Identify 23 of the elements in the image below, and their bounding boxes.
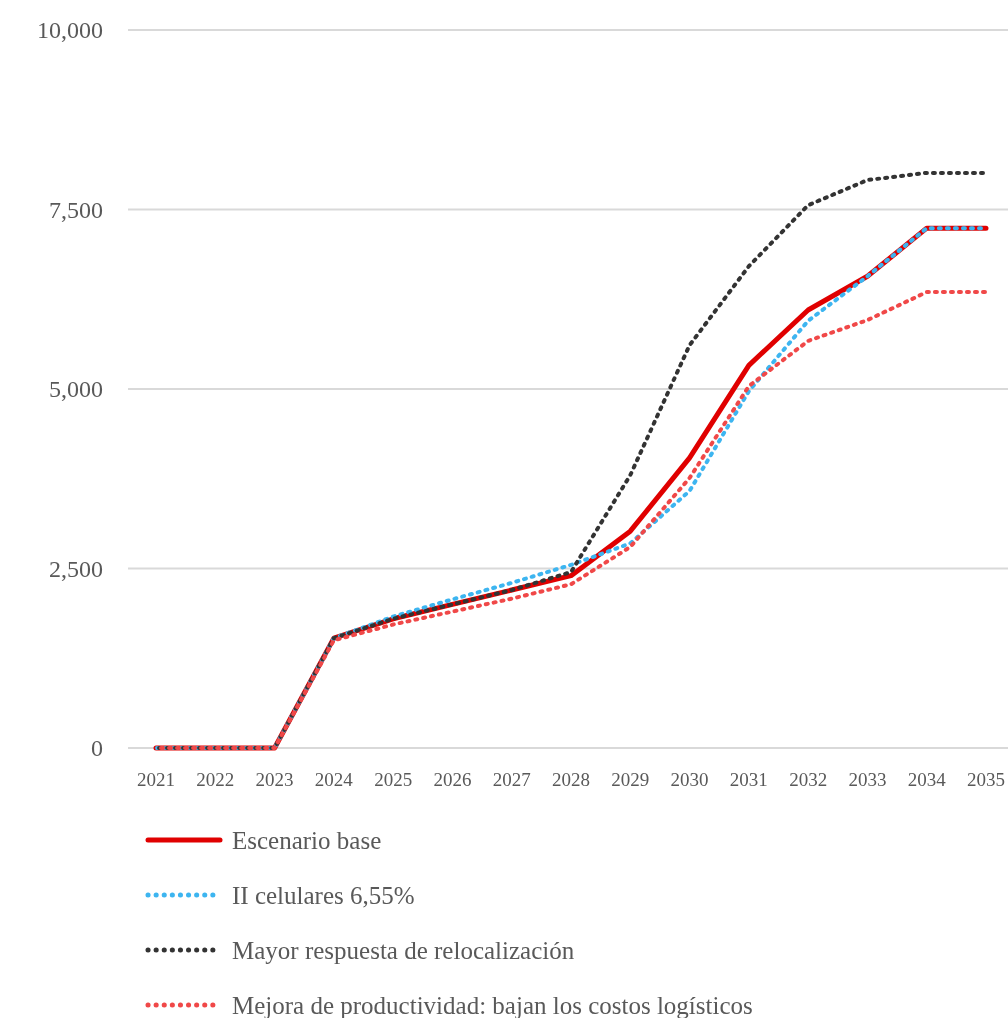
y-tick-label: 5,000 (49, 376, 103, 403)
x-tick-label: 2022 (196, 769, 235, 790)
x-tick-label: 2027 (492, 769, 531, 790)
legend-label: Mayor respuesta de relocalización (232, 936, 575, 964)
x-tick-label: 2025 (374, 769, 413, 790)
x-tick-label: 2031 (729, 769, 768, 790)
y-tick-label: 10,000 (37, 17, 103, 44)
x-tick-label: 2021 (137, 769, 175, 790)
y-tick-label: 2,500 (49, 555, 103, 582)
x-tick-label: 2033 (848, 769, 887, 790)
x-tick-label: 2035 (967, 769, 1005, 790)
x-tick-label: 2032 (789, 769, 828, 790)
x-tick-label: 2023 (255, 769, 294, 790)
x-tick-label: 2024 (314, 769, 354, 790)
x-tick-label: 2034 (907, 769, 947, 790)
x-tick-label: 2028 (552, 769, 590, 790)
x-tick-label: 2026 (433, 769, 472, 790)
legend-label: Escenario base (232, 826, 382, 854)
x-tick-label: 2030 (670, 769, 709, 790)
y-tick-label: 7,500 (49, 196, 103, 223)
x-tick-label: 2029 (611, 769, 650, 790)
y-tick-label: 0 (91, 735, 103, 762)
legend-label: II celulares 6,55% (232, 881, 415, 909)
